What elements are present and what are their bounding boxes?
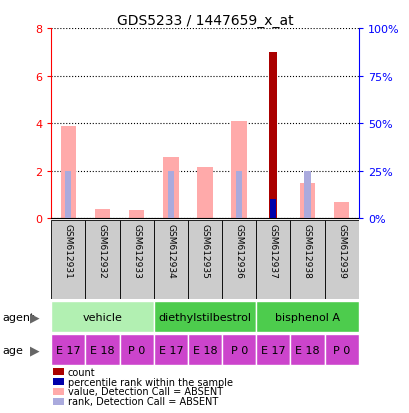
- Text: GSM612931: GSM612931: [64, 223, 73, 278]
- Bar: [187, 335, 222, 366]
- Text: E 18: E 18: [192, 345, 217, 355]
- Text: P 0: P 0: [332, 345, 349, 355]
- Bar: [256, 221, 290, 299]
- Text: ▶: ▶: [30, 311, 40, 323]
- Bar: [303, 171, 310, 219]
- Text: GDS5233 / 1447659_x_at: GDS5233 / 1447659_x_at: [117, 14, 292, 28]
- Text: E 17: E 17: [261, 345, 285, 355]
- Text: P 0: P 0: [230, 345, 247, 355]
- Bar: [167, 171, 173, 219]
- Bar: [197, 168, 212, 219]
- Text: GSM612934: GSM612934: [166, 223, 175, 278]
- Bar: [163, 157, 178, 219]
- Text: value, Detection Call = ABSENT: value, Detection Call = ABSENT: [67, 387, 222, 396]
- Text: P 0: P 0: [128, 345, 145, 355]
- Bar: [85, 221, 119, 299]
- Text: vehicle: vehicle: [82, 312, 122, 322]
- Text: GSM612932: GSM612932: [98, 223, 107, 278]
- Bar: [51, 221, 85, 299]
- Bar: [187, 221, 222, 299]
- Bar: [290, 221, 324, 299]
- Bar: [51, 335, 85, 366]
- Bar: [153, 301, 256, 332]
- Bar: [269, 52, 276, 219]
- Text: agent: agent: [2, 312, 34, 322]
- Text: GSM612938: GSM612938: [302, 223, 311, 278]
- Text: GSM612937: GSM612937: [268, 223, 277, 278]
- Bar: [61, 126, 76, 219]
- Bar: [119, 221, 153, 299]
- Bar: [324, 335, 358, 366]
- Bar: [231, 121, 246, 219]
- Bar: [256, 301, 358, 332]
- Bar: [94, 209, 110, 219]
- Text: age: age: [2, 345, 23, 355]
- Bar: [65, 171, 71, 219]
- Text: ▶: ▶: [30, 344, 40, 356]
- Text: percentile rank within the sample: percentile rank within the sample: [67, 377, 232, 387]
- Bar: [129, 211, 144, 219]
- Text: E 18: E 18: [90, 345, 115, 355]
- Bar: [85, 335, 119, 366]
- Text: rank, Detection Call = ABSENT: rank, Detection Call = ABSENT: [67, 396, 217, 406]
- Bar: [222, 335, 256, 366]
- Text: GSM612933: GSM612933: [132, 223, 141, 278]
- Text: bisphenol A: bisphenol A: [274, 312, 339, 322]
- Bar: [119, 335, 153, 366]
- Text: E 17: E 17: [56, 345, 81, 355]
- Bar: [290, 335, 324, 366]
- Bar: [153, 221, 187, 299]
- Bar: [153, 335, 187, 366]
- Text: GSM612936: GSM612936: [234, 223, 243, 278]
- Text: E 17: E 17: [158, 345, 183, 355]
- Bar: [51, 301, 153, 332]
- Bar: [270, 200, 276, 219]
- Text: diethylstilbestrol: diethylstilbestrol: [158, 312, 251, 322]
- Bar: [256, 335, 290, 366]
- Bar: [222, 221, 256, 299]
- Bar: [299, 183, 315, 219]
- Bar: [333, 202, 348, 219]
- Text: E 18: E 18: [294, 345, 319, 355]
- Bar: [324, 221, 358, 299]
- Text: GSM612939: GSM612939: [336, 223, 345, 278]
- Text: count: count: [67, 367, 95, 377]
- Bar: [236, 171, 242, 219]
- Text: GSM612935: GSM612935: [200, 223, 209, 278]
